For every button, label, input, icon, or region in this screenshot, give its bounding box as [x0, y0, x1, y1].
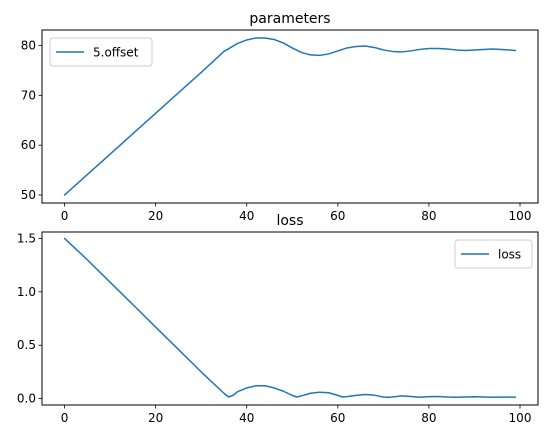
x-tick-label: 60 [330, 411, 345, 425]
x-tick-label: 100 [509, 411, 532, 425]
legend-label: loss [498, 248, 521, 262]
x-tick-label: 40 [239, 209, 254, 223]
y-tick-label: 50 [21, 188, 36, 202]
legend-label: 5.offset [93, 46, 139, 60]
y-tick-label: 1.5 [17, 231, 36, 245]
x-tick-label: 0 [61, 209, 69, 223]
legend: 5.offset [49, 37, 153, 67]
y-tick-label: 0.5 [17, 338, 36, 352]
legend-box [49, 37, 153, 67]
axes-frame [41, 231, 539, 406]
x-tick-label: 60 [330, 209, 345, 223]
y-tick-label: 70 [21, 88, 36, 102]
series-line-5-offset [63, 37, 517, 196]
chart-title: parameters [249, 11, 330, 27]
x-tick-label: 80 [421, 411, 436, 425]
x-tick-label: 20 [148, 209, 163, 223]
x-tick-label: 80 [421, 209, 436, 223]
x-tick-label: 40 [239, 411, 254, 425]
axes-frame [41, 29, 539, 204]
chart-title: loss [276, 213, 303, 229]
x-tick-label: 0 [61, 411, 69, 425]
y-tick-label: 80 [21, 38, 36, 52]
series-line-loss [63, 237, 517, 399]
x-tick-label: 20 [148, 411, 163, 425]
y-tick-label: 60 [21, 138, 36, 152]
loss-subplot: 0 20 40 60 80 100 0.0 0.5 1.0 1.5 loss loss [17, 213, 539, 425]
y-tick-label: 1.0 [17, 285, 36, 299]
parameters-subplot: 0 20 40 60 80 100 50 60 70 80 parameters 5.offset [21, 11, 539, 223]
x-tick-label: 100 [509, 209, 532, 223]
legend-box [454, 239, 533, 269]
legend: loss [454, 239, 533, 269]
y-tick-label: 0.0 [17, 392, 36, 406]
